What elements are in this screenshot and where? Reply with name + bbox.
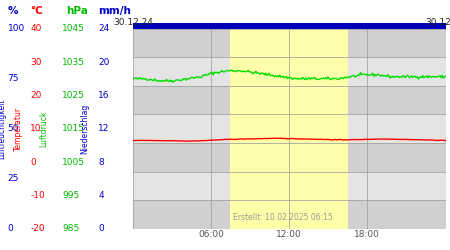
Text: 1035: 1035 — [62, 58, 85, 66]
Text: 0: 0 — [30, 158, 36, 166]
Text: hPa: hPa — [67, 6, 89, 16]
Text: 40: 40 — [30, 24, 41, 33]
Bar — [133, 143, 446, 172]
Text: 20: 20 — [98, 58, 109, 66]
Text: %: % — [8, 6, 18, 16]
Text: 30: 30 — [30, 58, 42, 66]
Text: 8: 8 — [98, 158, 104, 166]
Bar — [133, 200, 446, 229]
Text: 995: 995 — [62, 191, 79, 200]
Text: 10: 10 — [30, 124, 42, 133]
Bar — [133, 114, 446, 143]
Text: 985: 985 — [62, 224, 79, 233]
Text: 1005: 1005 — [62, 158, 85, 166]
Text: 25: 25 — [8, 174, 19, 183]
Bar — [133, 29, 446, 57]
Text: 75: 75 — [8, 74, 19, 83]
Text: 1015: 1015 — [62, 124, 85, 133]
Text: Temperatur: Temperatur — [14, 107, 22, 151]
Text: 12: 12 — [98, 124, 109, 133]
Text: Niederschlag: Niederschlag — [80, 104, 89, 154]
Text: 4: 4 — [98, 191, 104, 200]
Bar — [230, 29, 348, 229]
Text: 20: 20 — [30, 91, 41, 100]
Text: Luftdruck: Luftdruck — [40, 110, 49, 147]
Bar — [133, 23, 446, 29]
Text: Luftfeuchtigkeit: Luftfeuchtigkeit — [0, 98, 7, 159]
Bar — [133, 57, 446, 86]
Text: 100: 100 — [8, 24, 25, 33]
Bar — [133, 172, 446, 200]
Text: 0: 0 — [98, 224, 104, 233]
Text: 1045: 1045 — [62, 24, 85, 33]
Text: 50: 50 — [8, 124, 19, 133]
Text: Erstellt: 10.02.2025 06:15: Erstellt: 10.02.2025 06:15 — [233, 213, 333, 222]
Text: -10: -10 — [30, 191, 45, 200]
Text: 0: 0 — [8, 224, 14, 233]
Text: 24: 24 — [98, 24, 109, 33]
Text: 1025: 1025 — [62, 91, 85, 100]
Bar — [133, 86, 446, 115]
Text: °C: °C — [30, 6, 43, 16]
Text: 16: 16 — [98, 91, 110, 100]
Text: -20: -20 — [30, 224, 45, 233]
Text: mm/h: mm/h — [98, 6, 131, 16]
